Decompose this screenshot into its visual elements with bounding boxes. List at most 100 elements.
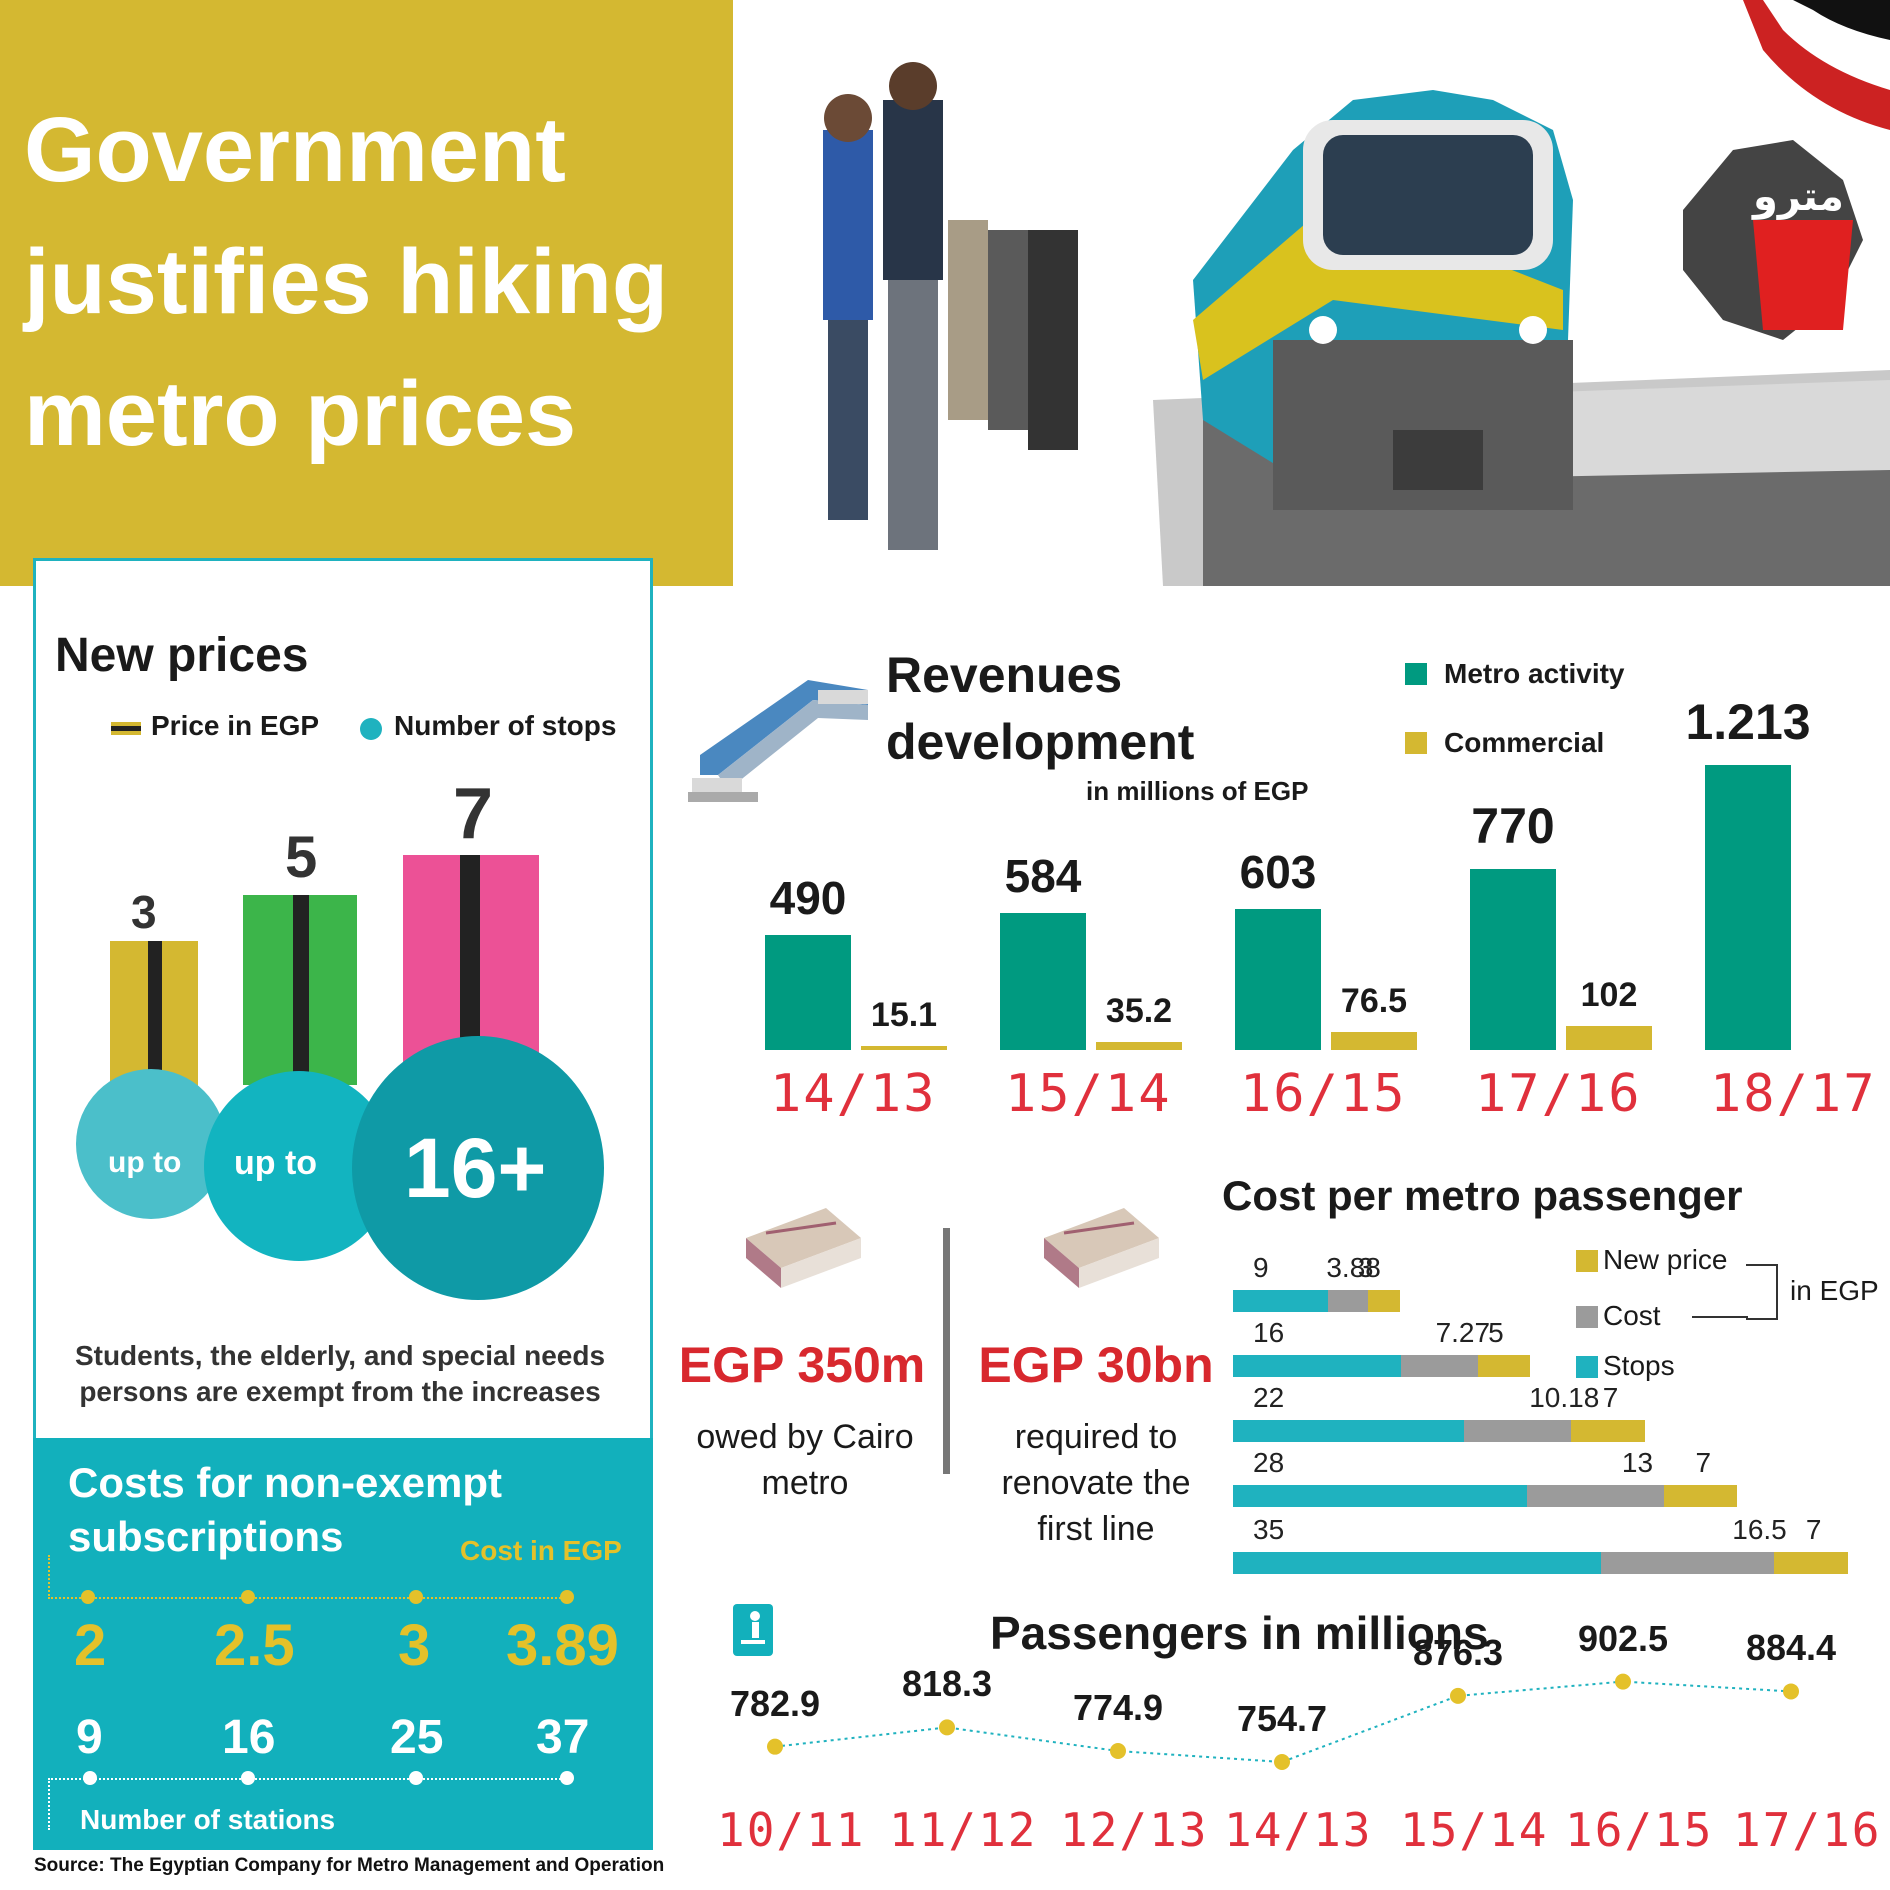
new-price-segment-value: 7 — [1695, 1447, 1712, 1478]
price-legend-icon — [111, 722, 141, 736]
debt-text: owed by Cairo metro — [696, 1418, 914, 1502]
subscriptions-heading: Costs for non-exempt subscriptions — [68, 1459, 503, 1560]
tier-bar-2 — [243, 895, 357, 1085]
passengers-year-label: 15/14 — [1400, 1803, 1549, 1857]
passengers-line — [774, 1680, 1792, 1764]
cost-in-egp-label: Cost in EGP — [460, 1535, 622, 1566]
cost-legend-label: Cost — [1603, 1300, 1661, 1331]
cost-segment-value: 7.27 — [1435, 1317, 1491, 1348]
stops-segment — [1233, 1420, 1465, 1442]
new-price-segment — [1774, 1552, 1848, 1574]
passengers-year-label: 14/13 — [1224, 1803, 1373, 1857]
commercial-bar — [1331, 1032, 1417, 1050]
stops-segment-value: 22 — [1253, 1382, 1285, 1413]
passengers-point — [1615, 1673, 1631, 1690]
stops-label-3: 16+ — [404, 1121, 547, 1215]
stations-label: Number of stations — [80, 1804, 336, 1835]
cost-tick — [409, 1590, 423, 1604]
commercial-value: 76.5 — [1340, 982, 1408, 1021]
passengers-value: 754.7 — [1236, 1698, 1328, 1739]
tier-price-2: 5 — [285, 825, 318, 890]
passengers-value: 782.9 — [729, 1682, 821, 1724]
header-panel — [0, 0, 733, 586]
new-price-segment — [1571, 1420, 1645, 1442]
new-price-segment — [1368, 1290, 1400, 1312]
units-label: in EGP — [1790, 1275, 1879, 1306]
cost-per-passenger-title: Cost per metro passenger — [1222, 1172, 1743, 1219]
commercial-legend-swatch — [1405, 732, 1427, 754]
commercial-bar — [1096, 1041, 1182, 1050]
stops-segment-value: 9 — [1253, 1252, 1269, 1283]
stops-legend-icon — [360, 718, 382, 740]
metro-activity-bar — [1235, 908, 1321, 1050]
metro-activity-legend-label: Metro activity — [1444, 658, 1625, 689]
cost-segment-value: 16.5 — [1732, 1514, 1787, 1545]
passenger-icon — [733, 1604, 773, 1656]
passengers-value: 884.4 — [1745, 1627, 1837, 1669]
cost-segment — [1327, 1290, 1369, 1312]
passengers-year-label: 16/15 — [1565, 1803, 1714, 1857]
commercial-bar — [1566, 1026, 1652, 1050]
passengers-value: 818.3 — [901, 1663, 993, 1705]
passengers-point — [939, 1719, 955, 1736]
fiscal-year-label: 15/14 — [1005, 1064, 1172, 1124]
cost-tick — [560, 1590, 574, 1604]
metro-activity-bar — [1470, 869, 1556, 1050]
stops-label-2: up to — [234, 1144, 318, 1182]
cost-segment — [1527, 1485, 1664, 1507]
stations-axis-line — [48, 1778, 568, 1782]
fiscal-year-label: 14/13 — [770, 1064, 937, 1124]
new-price-segment — [1477, 1355, 1531, 1377]
stations-axis-bracket — [48, 1778, 52, 1830]
metro-activity-value: 490 — [769, 872, 847, 925]
cost-segment-value: 10.18 — [1529, 1382, 1600, 1413]
cost-value: 2 — [74, 1613, 107, 1678]
fiscal-year-label: 17/16 — [1475, 1064, 1642, 1124]
page-title: Government justifies hiking metro prices — [24, 99, 669, 465]
metro-activity-bar — [1705, 765, 1791, 1050]
passengers-year-label: 12/13 — [1060, 1803, 1209, 1857]
stops-label-1: up to — [108, 1146, 182, 1179]
cost-segment — [1600, 1552, 1775, 1574]
metro-activity-value: 770 — [1471, 798, 1555, 855]
passengers-point — [767, 1738, 783, 1755]
stops-segment — [1233, 1290, 1328, 1312]
stops-legend-swatch — [1576, 1356, 1598, 1378]
cost-segment — [1401, 1355, 1478, 1377]
cost-axis-bracket — [48, 1555, 52, 1599]
stops-segment-value: 28 — [1253, 1447, 1285, 1478]
passengers-value: 902.5 — [1577, 1617, 1669, 1659]
new-price-legend-label: New price — [1603, 1244, 1728, 1275]
cost-tick — [241, 1590, 255, 1604]
stations-value: 37 — [536, 1711, 590, 1764]
stops-cost-legend-label: Stops — [1603, 1350, 1675, 1381]
stops-segment-value: 16 — [1253, 1317, 1285, 1348]
passengers-title: Passengers in millions — [990, 1607, 1489, 1659]
cost-segment-value: 13 — [1621, 1447, 1654, 1478]
passengers-point — [1110, 1743, 1126, 1760]
new-price-legend-swatch — [1576, 1250, 1598, 1272]
revenues-title: Revenues development — [886, 647, 1195, 770]
stops-segment — [1233, 1552, 1601, 1574]
new-price-segment — [1663, 1485, 1738, 1507]
cost-value: 2.5 — [214, 1613, 295, 1678]
new-price-segment-value: 7 — [1602, 1382, 1619, 1413]
escalator-icon — [688, 660, 868, 815]
tier-price-1: 3 — [131, 886, 157, 938]
exempt-note: Students, the elderly, and special needs… — [74, 1340, 606, 1407]
commercial-value: 15.1 — [870, 996, 938, 1035]
cost-axis-line — [48, 1597, 568, 1601]
metro-activity-legend-swatch — [1405, 663, 1427, 685]
metro-photo: مترو — [733, 0, 1890, 586]
stations-value: 16 — [222, 1711, 276, 1764]
new-prices-heading: New prices — [55, 629, 309, 682]
stations-value: 9 — [76, 1711, 103, 1764]
renovation-text: required to renovate the first line — [1001, 1418, 1191, 1548]
cost-segment-value: 3.88 — [1326, 1252, 1381, 1283]
renovation-value: EGP 30bn — [978, 1337, 1214, 1393]
passengers-year-label: 11/12 — [889, 1803, 1038, 1857]
metro-activity-value: 603 — [1239, 845, 1317, 898]
stops-circle-1 — [76, 1069, 226, 1219]
units-bracket — [1746, 1264, 1778, 1320]
metro-logo-text: مترو — [1751, 174, 1844, 220]
